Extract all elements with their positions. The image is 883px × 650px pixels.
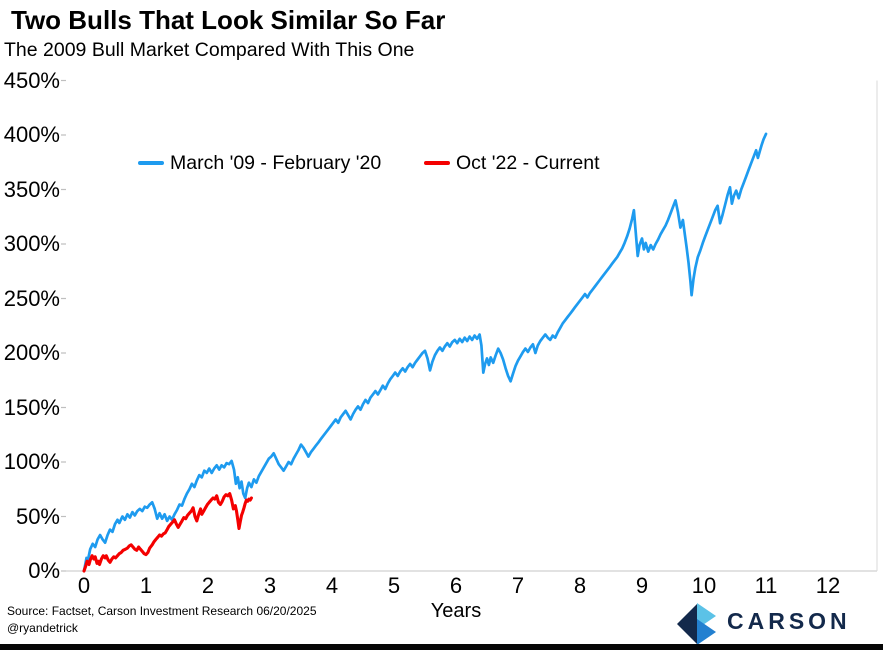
- y-tick-label: 50%: [15, 503, 60, 529]
- y-tick-label: 350%: [3, 176, 60, 202]
- carson-wordmark: CARSON: [727, 608, 851, 634]
- x-tick-label: 7: [511, 573, 525, 598]
- legend-label: March '09 - February '20: [170, 152, 382, 174]
- x-tick-label: 8: [573, 573, 587, 598]
- blue-line-swatch-icon: [138, 161, 164, 165]
- y-tick-label: 400%: [3, 122, 60, 147]
- y-tick-label: 300%: [3, 231, 60, 256]
- x-tick-label: 6: [449, 573, 463, 598]
- carson-logo-icon: [677, 603, 716, 645]
- x-tick-label: 5: [387, 573, 401, 598]
- legend-item-2009-bull: March '09 - February '20: [138, 153, 381, 173]
- red-line-swatch-icon: [424, 161, 450, 165]
- x-tick-label: 11: [754, 573, 778, 598]
- x-tick-label: 10: [691, 573, 717, 598]
- y-tick-label: 450%: [3, 67, 60, 93]
- series-line-1: [82, 132, 768, 573]
- series-line-2: [82, 492, 253, 573]
- legend-label: Oct '22 - Current: [456, 152, 600, 174]
- x-tick-label: 4: [325, 573, 339, 598]
- page-title: Two Bulls That Look Similar So Far: [11, 5, 446, 35]
- y-tick-label: 0%: [28, 558, 60, 583]
- page-subtitle: The 2009 Bull Market Compared With This …: [4, 39, 415, 61]
- y-tick-label: 100%: [3, 449, 60, 474]
- x-tick-label: 9: [635, 573, 649, 598]
- y-tick-label: 200%: [3, 340, 60, 365]
- legend-item-2022-bull: Oct '22 - Current: [424, 153, 600, 173]
- x-axis-title: Years: [430, 600, 482, 622]
- y-tick-label: 250%: [3, 285, 60, 311]
- x-tick-label: 2: [201, 573, 215, 598]
- x-tick-label: 1: [139, 573, 153, 598]
- author-handle: @ryandetrick: [7, 621, 78, 635]
- x-tick-label: 3: [263, 573, 277, 598]
- bottom-divider-bar: [0, 644, 883, 650]
- y-tick-label: 150%: [3, 394, 60, 420]
- x-tick-label: 0: [77, 573, 91, 598]
- source-attribution: Source: Factset, Carson Investment Resea…: [7, 604, 317, 618]
- x-tick-label: 12: [815, 573, 841, 598]
